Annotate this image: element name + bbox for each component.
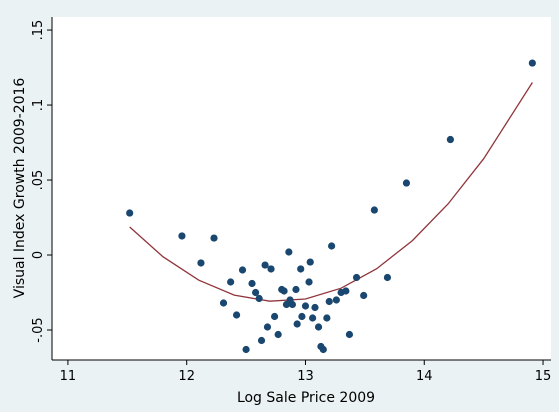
point xyxy=(210,234,218,242)
point xyxy=(197,259,205,267)
point xyxy=(342,287,350,295)
point xyxy=(263,323,272,331)
point xyxy=(292,285,300,294)
point xyxy=(227,278,235,286)
x-tick-label: 14 xyxy=(416,369,433,384)
point xyxy=(301,302,310,310)
point xyxy=(267,265,275,273)
x-tick-label: 15 xyxy=(535,369,552,384)
point xyxy=(309,314,317,322)
point xyxy=(311,303,319,312)
point xyxy=(325,297,333,306)
point xyxy=(232,311,241,319)
point xyxy=(328,242,336,250)
point xyxy=(274,330,282,339)
point xyxy=(306,258,314,266)
point xyxy=(345,330,354,339)
point xyxy=(305,278,313,286)
point xyxy=(360,291,368,300)
point xyxy=(257,336,266,345)
x-tick-label: 11 xyxy=(60,369,77,384)
y-tick-label: .15 xyxy=(31,20,46,41)
point xyxy=(270,312,279,321)
point xyxy=(242,345,250,354)
point xyxy=(370,206,378,214)
y-tick-label: 0 xyxy=(31,251,46,259)
point xyxy=(248,279,256,288)
point xyxy=(319,345,327,354)
point xyxy=(332,296,340,304)
y-tick-label: .1 xyxy=(31,99,46,111)
point xyxy=(219,299,228,307)
point xyxy=(446,135,454,144)
point xyxy=(288,300,297,309)
point xyxy=(261,261,269,269)
plot-area xyxy=(52,17,551,360)
y-axis-title: Visual Index Growth 2009-2016 xyxy=(12,78,28,299)
point xyxy=(285,248,293,256)
point xyxy=(293,320,301,328)
point xyxy=(238,266,247,274)
point xyxy=(298,312,306,321)
point xyxy=(297,265,305,273)
point xyxy=(280,287,288,295)
point xyxy=(178,232,186,240)
y-tick-label: .05 xyxy=(31,170,46,191)
point xyxy=(383,273,392,282)
fit-line xyxy=(129,82,533,302)
y-tick-label: -.05 xyxy=(31,317,46,342)
point xyxy=(352,273,361,282)
point xyxy=(126,209,134,217)
x-axis-title: Log Sale Price 2009 xyxy=(237,390,375,406)
point xyxy=(323,314,331,322)
point xyxy=(402,179,411,187)
point xyxy=(251,288,260,297)
point xyxy=(255,294,263,303)
point xyxy=(528,59,536,67)
x-tick-label: 12 xyxy=(178,369,195,384)
x-tick-label: 13 xyxy=(297,369,314,384)
point xyxy=(314,323,323,331)
